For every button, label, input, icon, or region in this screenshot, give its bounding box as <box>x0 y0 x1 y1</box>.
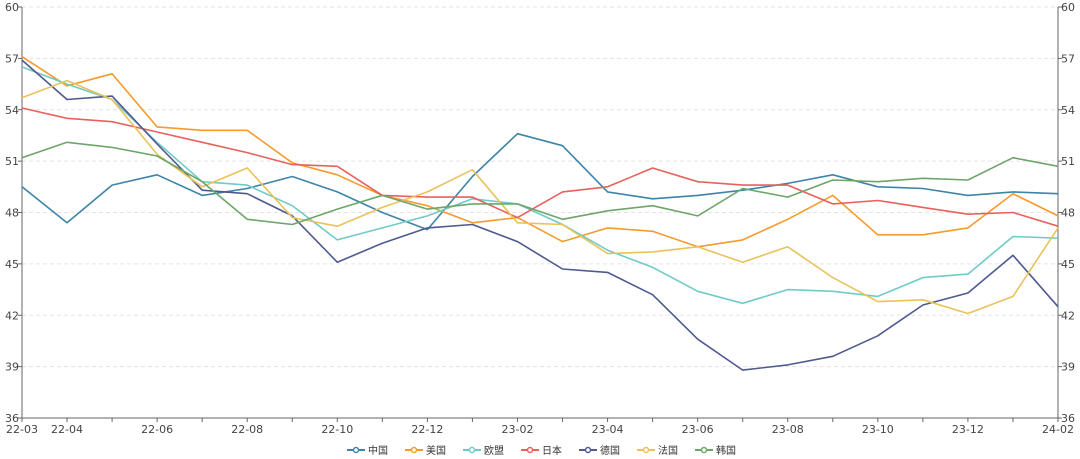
legend-marker <box>700 446 708 454</box>
legend-label: 日本 <box>542 444 562 457</box>
y-tick-label-left: 51 <box>5 155 19 168</box>
x-tick-label: 22-04 <box>51 423 83 436</box>
legend-label: 德国 <box>600 444 620 457</box>
series-line <box>21 79 1059 315</box>
grid-lines <box>22 6 1058 368</box>
series-line <box>21 107 1059 227</box>
legend-marker <box>526 446 534 454</box>
y-tick-label-right: 54 <box>1061 104 1075 117</box>
axes: 36 36 39 39 42 42 45 45 48 48 51 51 54 54 57 57 60 60 22-0… <box>5 1 1075 436</box>
y-tick-label-right: 36 <box>1061 412 1075 425</box>
y-tick-label-left: 39 <box>5 361 19 374</box>
y-tick-label-left: 48 <box>5 207 19 220</box>
y-tick-label-right: 60 <box>1061 1 1075 14</box>
y-tick-label-right: 39 <box>1061 361 1075 374</box>
x-tick-label: 23-06 <box>682 423 714 436</box>
series-lines <box>21 56 1059 371</box>
legend-marker <box>584 446 592 454</box>
y-tick-label-left: 57 <box>5 52 19 65</box>
x-tick-label: 23-10 <box>862 423 894 436</box>
x-tick-label: 24-02 <box>1042 423 1074 436</box>
y-tick-label-left: 42 <box>5 309 19 322</box>
legend-marker <box>352 446 360 454</box>
legend-label: 欧盟 <box>484 445 504 457</box>
x-tick-label: 22-12 <box>411 423 443 436</box>
legend-label: 法国 <box>658 444 678 457</box>
legend-label: 韩国 <box>716 444 736 457</box>
y-tick-label-left: 54 <box>5 104 19 117</box>
series-line <box>21 66 1059 305</box>
x-tick-label: 23-02 <box>501 423 533 436</box>
x-tick-label: 22-06 <box>141 423 173 436</box>
y-tick-label-right: 57 <box>1061 52 1075 65</box>
y-tick-label-right: 42 <box>1061 309 1075 322</box>
y-tick-label-right: 51 <box>1061 155 1075 168</box>
legend-label: 中国 <box>368 444 388 457</box>
series-line <box>21 56 1059 248</box>
y-tick-label-left: 45 <box>5 258 19 271</box>
x-tick-label: 23-04 <box>592 423 624 436</box>
legend-marker <box>642 446 650 454</box>
x-tick-label: 23-08 <box>772 423 804 436</box>
legend-marker <box>468 446 476 454</box>
y-tick-label-right: 48 <box>1061 207 1075 220</box>
series-line <box>21 141 1059 226</box>
series-line <box>21 132 1059 231</box>
x-tick-label: 22-03 <box>6 423 38 436</box>
y-tick-label-left: 60 <box>5 1 19 14</box>
legend-marker <box>410 446 418 454</box>
series-line <box>21 59 1059 371</box>
y-tick-label-right: 45 <box>1061 258 1075 271</box>
x-tick-label: 22-08 <box>231 423 263 436</box>
y-tick-label-left: 36 <box>5 412 19 425</box>
legend-label: 美国 <box>426 444 446 457</box>
x-tick-label: 22-10 <box>321 423 353 436</box>
x-tick-label: 23-12 <box>952 423 984 436</box>
legend: 中国 美国 欧盟 日本 德国 法国 韩国 <box>347 444 736 457</box>
